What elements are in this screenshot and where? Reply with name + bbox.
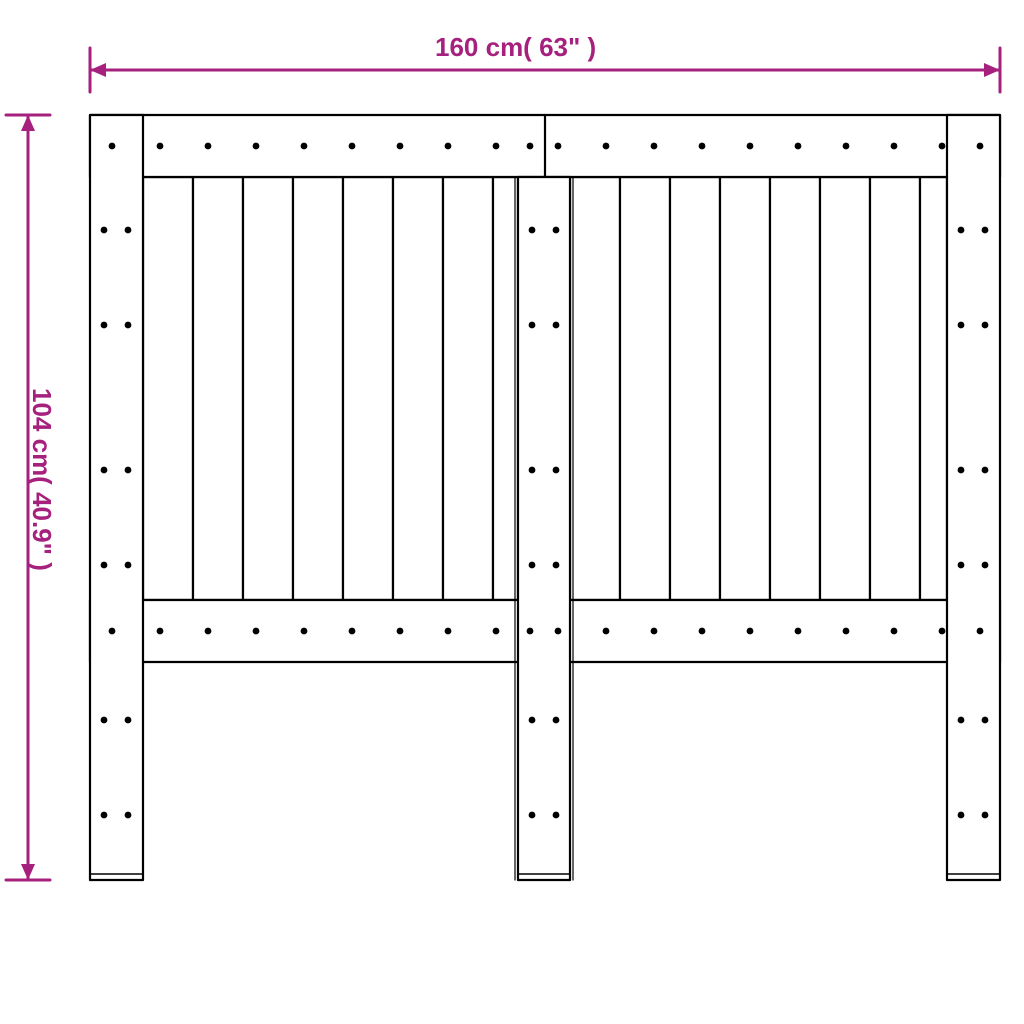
width-dimension-label: 160 cm( 63" ) bbox=[435, 32, 596, 63]
height-dimension-label: 104 cm( 40.9" ) bbox=[26, 388, 57, 571]
technical-drawing bbox=[0, 0, 1024, 1024]
headboard-drawing bbox=[90, 115, 1000, 880]
